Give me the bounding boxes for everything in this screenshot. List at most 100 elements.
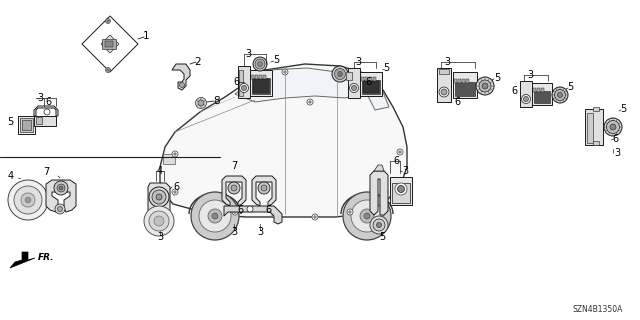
Circle shape (373, 219, 385, 231)
Text: 6: 6 (454, 97, 460, 107)
Polygon shape (172, 64, 190, 90)
Bar (102, 39, 116, 49)
Polygon shape (374, 165, 384, 171)
Circle shape (376, 222, 381, 228)
Text: 6: 6 (511, 86, 517, 96)
Circle shape (241, 85, 246, 91)
Circle shape (255, 59, 265, 69)
Circle shape (272, 212, 278, 218)
Text: SZN4B1350A: SZN4B1350A (573, 305, 623, 314)
Circle shape (106, 68, 111, 73)
Circle shape (154, 216, 164, 226)
Text: 7: 7 (43, 167, 49, 177)
Circle shape (395, 183, 407, 195)
Circle shape (335, 68, 346, 79)
Polygon shape (224, 206, 282, 224)
Circle shape (607, 121, 620, 133)
Text: 5: 5 (379, 232, 385, 242)
Circle shape (8, 180, 48, 220)
Circle shape (247, 206, 253, 212)
Text: 2: 2 (195, 57, 202, 67)
Text: 5: 5 (7, 117, 13, 127)
Circle shape (234, 211, 236, 213)
Circle shape (144, 206, 174, 236)
Polygon shape (370, 171, 388, 215)
Circle shape (557, 92, 563, 98)
Polygon shape (46, 180, 76, 212)
Circle shape (232, 209, 238, 215)
Text: 6: 6 (265, 205, 271, 215)
Text: 6: 6 (612, 134, 618, 144)
Circle shape (198, 100, 204, 106)
Text: 6: 6 (233, 77, 239, 87)
Circle shape (522, 94, 531, 103)
Text: 6: 6 (393, 156, 399, 166)
Circle shape (604, 118, 622, 136)
Circle shape (360, 209, 374, 223)
Bar (587, 113, 593, 143)
Text: 3: 3 (245, 49, 251, 59)
Circle shape (14, 186, 42, 214)
Circle shape (307, 99, 313, 105)
Circle shape (351, 200, 383, 232)
Bar (250, 70, 272, 96)
Circle shape (314, 216, 316, 218)
Bar (20, 118, 33, 132)
Polygon shape (34, 106, 58, 116)
Circle shape (21, 193, 35, 207)
Text: 7: 7 (231, 161, 237, 171)
Bar (532, 83, 552, 105)
Polygon shape (222, 176, 246, 206)
Bar (18, 116, 35, 134)
Bar (533, 88, 536, 92)
Circle shape (439, 87, 449, 97)
Circle shape (191, 192, 239, 240)
Circle shape (370, 216, 388, 234)
Bar (373, 77, 376, 81)
Text: 5: 5 (383, 63, 389, 73)
Circle shape (212, 213, 218, 219)
Text: 3: 3 (614, 148, 620, 158)
Bar (259, 75, 262, 79)
Polygon shape (346, 72, 352, 80)
Circle shape (239, 84, 248, 92)
Bar (390, 177, 412, 205)
Text: 5: 5 (567, 82, 573, 92)
Circle shape (25, 197, 31, 203)
Circle shape (152, 190, 166, 204)
Circle shape (173, 153, 176, 155)
Bar (255, 75, 258, 79)
Circle shape (552, 87, 568, 103)
Circle shape (208, 209, 222, 223)
Bar (22, 120, 31, 130)
Text: 5: 5 (620, 104, 626, 114)
Circle shape (149, 211, 169, 231)
Text: 3: 3 (444, 57, 450, 67)
Bar (520, 81, 532, 107)
Bar (392, 183, 410, 203)
Text: 5: 5 (494, 73, 500, 83)
Bar (239, 70, 243, 96)
Text: 8: 8 (214, 96, 220, 106)
Circle shape (58, 206, 63, 212)
Text: 3: 3 (355, 57, 361, 67)
Text: 3: 3 (402, 166, 408, 176)
Bar (369, 77, 372, 81)
Circle shape (258, 182, 270, 194)
Text: 3: 3 (157, 232, 163, 242)
Text: 3: 3 (231, 227, 237, 237)
Circle shape (172, 151, 178, 157)
Circle shape (179, 83, 184, 87)
Circle shape (476, 77, 494, 95)
Bar (462, 79, 465, 83)
Bar (534, 91, 550, 103)
Text: 6: 6 (365, 77, 371, 87)
Bar (252, 78, 270, 94)
Bar (453, 72, 477, 98)
Text: 6: 6 (237, 205, 243, 215)
Polygon shape (148, 183, 170, 221)
Circle shape (337, 71, 342, 76)
Bar (365, 77, 368, 81)
Bar (163, 154, 175, 164)
Bar (458, 79, 461, 83)
